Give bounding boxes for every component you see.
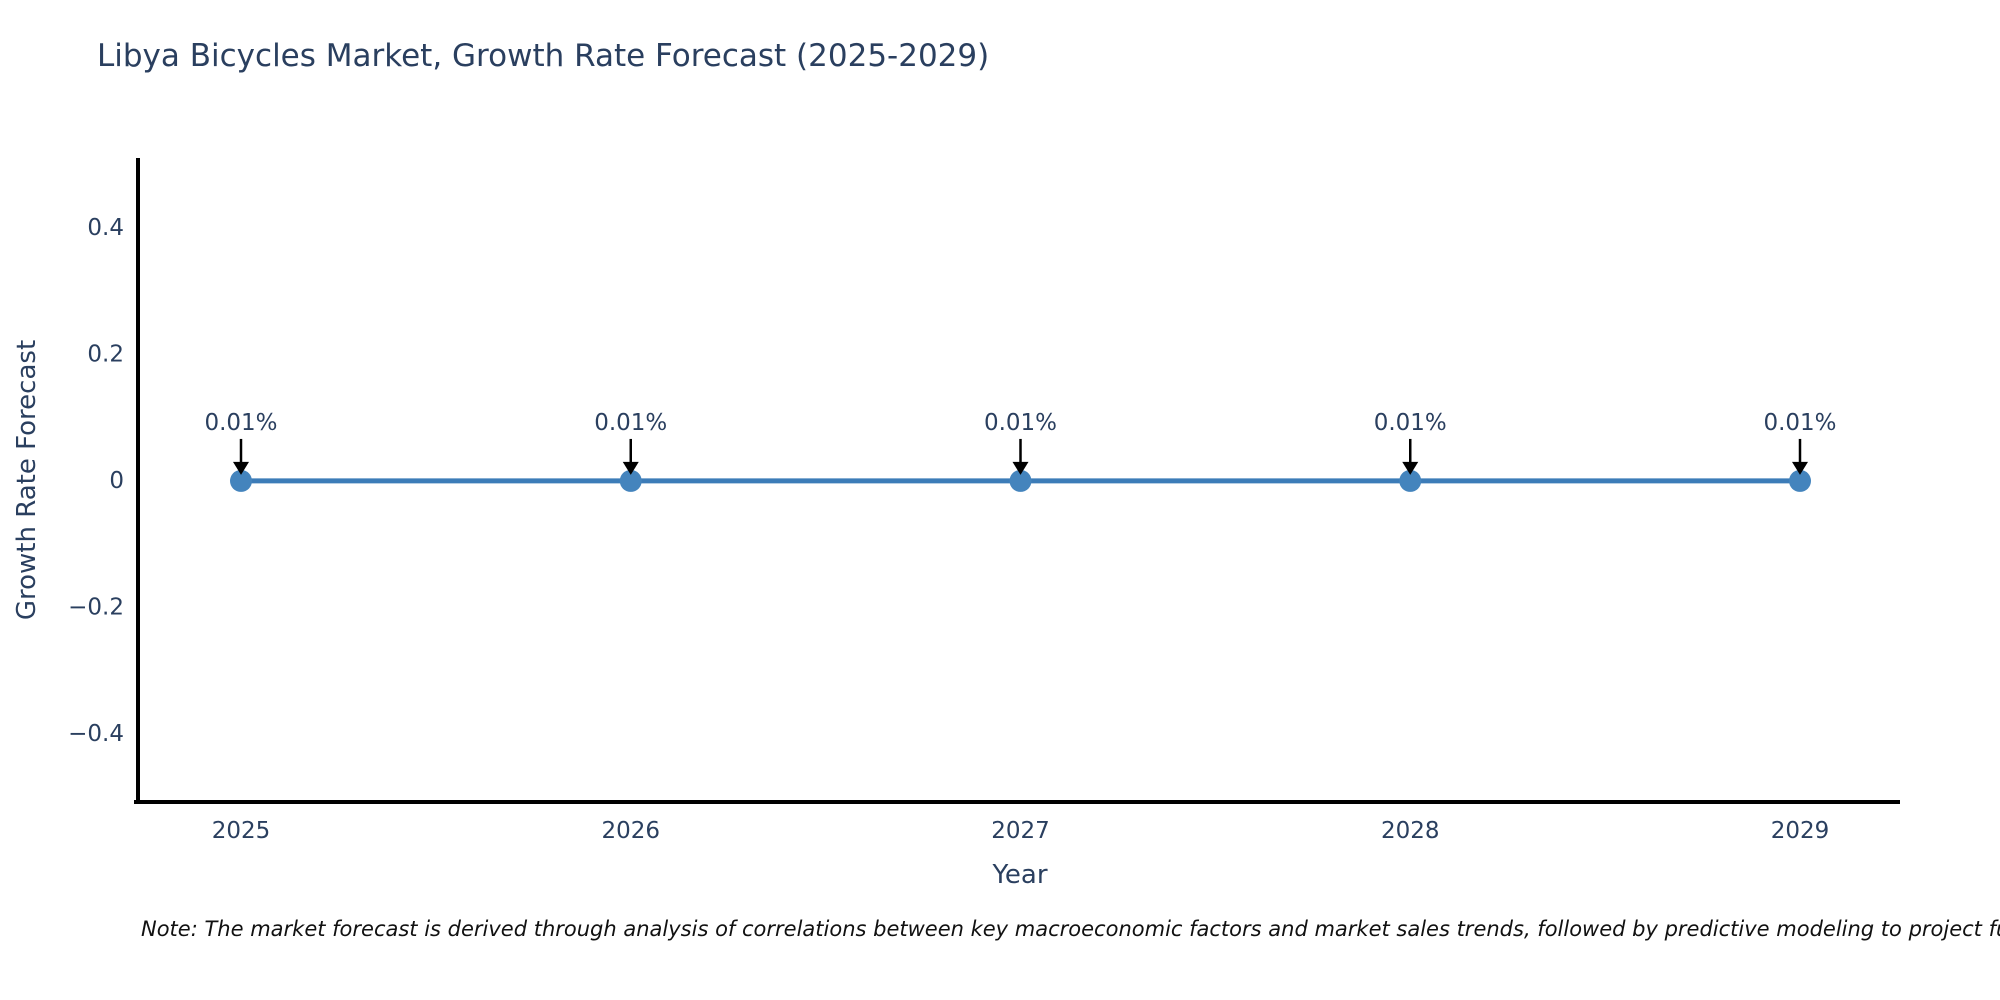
data-point-marker	[230, 469, 252, 492]
y-tick-label: −0.4	[68, 721, 124, 747]
data-point-label: 0.01%	[204, 410, 277, 436]
data-point-marker	[1789, 469, 1811, 492]
x-tick-label: 2025	[212, 818, 271, 844]
data-point-marker	[1399, 469, 1422, 492]
y-tick-label: 0.4	[87, 215, 124, 241]
x-tick-label: 2026	[601, 818, 660, 844]
y-axis-title: Growth Rate Forecast	[12, 339, 42, 621]
x-tick-label: 2029	[1771, 818, 1830, 844]
annotation-arrowhead	[1012, 461, 1029, 475]
x-tick-label: 2028	[1381, 818, 1440, 844]
data-point-marker	[619, 469, 642, 492]
footnote-text: Note: The market forecast is derived thr…	[141, 917, 2000, 941]
data-point-label: 0.01%	[1374, 410, 1447, 436]
data-point-marker	[1009, 469, 1032, 492]
annotation-arrowhead	[1402, 461, 1419, 475]
chart-title: Libya Bicycles Market, Growth Rate Forec…	[97, 38, 990, 74]
annotation-arrowhead	[622, 461, 639, 475]
y-tick-label: −0.2	[68, 595, 124, 621]
y-tick-label: 0.2	[87, 342, 124, 368]
annotation-arrowhead	[1792, 461, 1808, 475]
x-tick-label: 2027	[991, 818, 1050, 844]
data-point-label: 0.01%	[594, 410, 667, 436]
annotation-arrowhead	[233, 461, 249, 475]
y-tick-label: 0	[109, 468, 124, 494]
x-axis-title: Year	[992, 860, 1048, 890]
data-point-label: 0.01%	[1763, 410, 1836, 436]
data-point-label: 0.01%	[984, 410, 1057, 436]
